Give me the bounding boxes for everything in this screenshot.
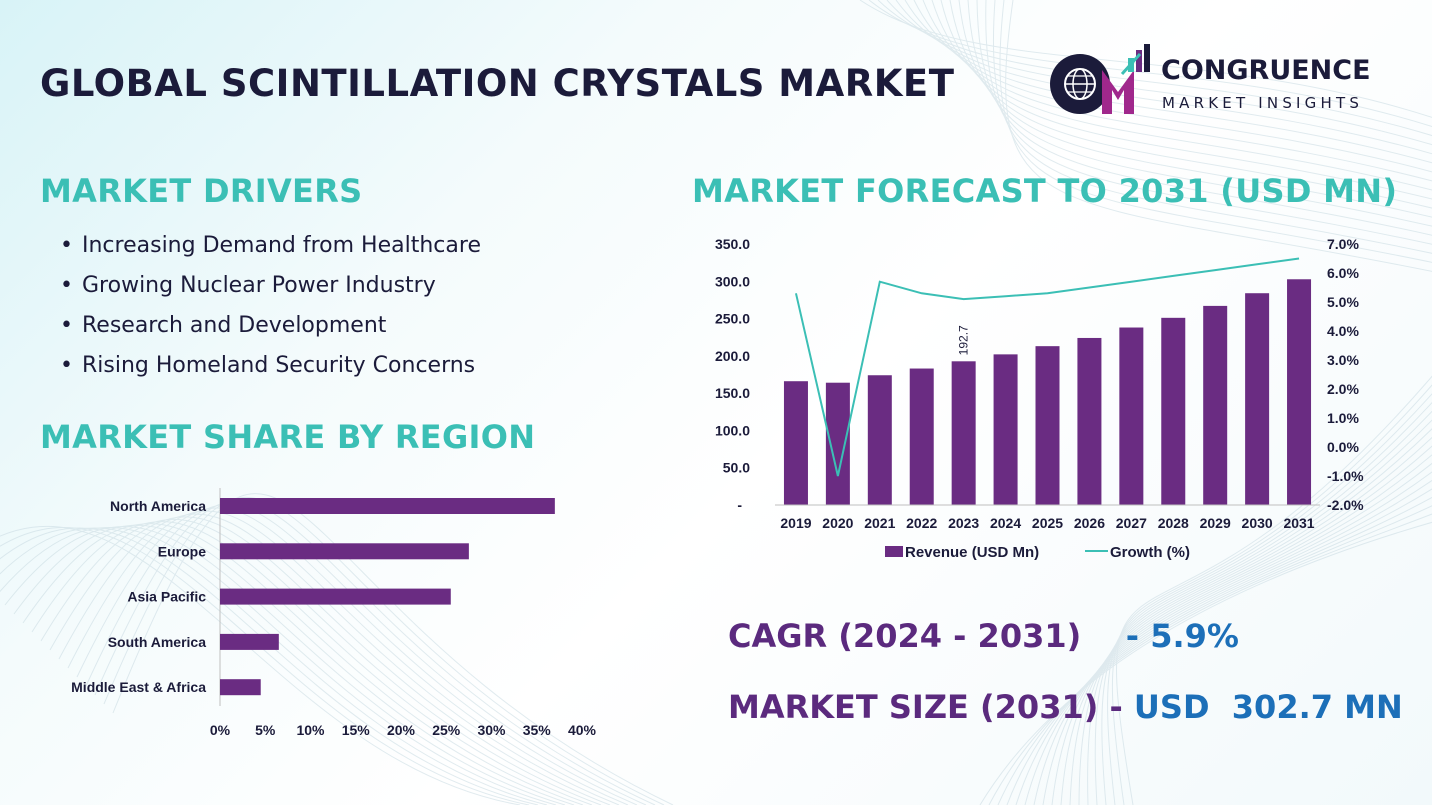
- forecast-left-tick-label: -: [737, 497, 742, 513]
- revenue-bar: [1119, 327, 1144, 505]
- region-share-heading: MARKET SHARE BY REGION: [40, 418, 536, 456]
- forecast-right-tick-label: 7.0%: [1327, 236, 1359, 252]
- revenue-bar: [1287, 279, 1312, 505]
- legend-growth-label: Growth (%): [1110, 544, 1190, 561]
- forecast-right-tick-label: 1.0%: [1327, 410, 1359, 426]
- region-bar: [220, 633, 279, 650]
- forecast-heading: MARKET FORECAST TO 2031 (USD MN): [692, 172, 1398, 210]
- forecast-left-tick-label: 300.0: [715, 273, 750, 289]
- revenue-bar: [1077, 337, 1102, 505]
- forecast-x-tick-label: 2029: [1200, 515, 1231, 531]
- region-bar: [220, 498, 555, 514]
- forecast-x-tick-label: 2020: [822, 515, 853, 531]
- forecast-x-tick-label: 2030: [1242, 515, 1273, 531]
- forecast-right-tick-label: 0.0%: [1327, 439, 1359, 455]
- region-x-tick-label: 25%: [432, 722, 461, 738]
- forecast-left-tick-label: 100.0: [715, 422, 750, 438]
- forecast-left-tick-label: 350.0: [715, 236, 750, 252]
- region-category-label: South America: [108, 634, 206, 650]
- region-x-tick-label: 10%: [296, 722, 325, 738]
- market-size-value: USD 302.7 MN: [1133, 688, 1403, 726]
- forecast-right-tick-label: 6.0%: [1327, 265, 1359, 281]
- revenue-bar: [993, 354, 1018, 505]
- growth-line: [794, 257, 1300, 477]
- cagr-value: 5.9%: [1150, 617, 1239, 655]
- forecast-left-tick-label: 250.0: [715, 311, 750, 327]
- forecast-left-tick-label: 150.0: [715, 385, 750, 401]
- revenue-bar: [1161, 317, 1186, 505]
- revenue-bar: [1035, 346, 1060, 505]
- cm-globe-bars-logo-icon: [1050, 44, 1150, 114]
- forecast-x-tick-label: 2024: [990, 515, 1021, 531]
- forecast-right-tick-label: -2.0%: [1327, 497, 1364, 513]
- legend-revenue-label: Revenue (USD Mn): [905, 544, 1039, 561]
- logo-word-congruence: CONGRUENCE: [1161, 55, 1371, 86]
- revenue-bar: [951, 361, 976, 505]
- region-x-tick-label: 40%: [568, 722, 597, 738]
- region-x-tick-label: 15%: [342, 722, 371, 738]
- forecast-x-tick-label: 2031: [1283, 515, 1314, 531]
- forecast-right-tick-label: 3.0%: [1327, 352, 1359, 368]
- region-x-tick-label: 0%: [210, 722, 231, 738]
- revenue-bar: [1245, 293, 1270, 505]
- region-x-tick-label: 5%: [255, 722, 276, 738]
- revenue-bar: [1203, 305, 1228, 505]
- forecast-left-tick-label: 50.0: [723, 460, 750, 476]
- forecast-x-tick-label: 2026: [1074, 515, 1105, 531]
- revenue-bar: [783, 381, 808, 505]
- market-drivers-list: Increasing Demand from Healthcare Growin…: [58, 228, 481, 388]
- region-bar: [220, 588, 451, 605]
- driver-item: Increasing Demand from Healthcare: [58, 228, 481, 268]
- forecast-left-tick-label: 200.0: [715, 348, 750, 364]
- page-title: GLOBAL SCINTILLATION CRYSTALS MARKET: [40, 62, 955, 105]
- cagr-label: CAGR (2024 - 2031): [728, 617, 1082, 655]
- driver-item: Research and Development: [58, 308, 481, 348]
- revenue-bar: [867, 375, 892, 505]
- region-bar: [220, 679, 261, 696]
- forecast-x-tick-label: 2028: [1158, 515, 1189, 531]
- forecast-right-tick-label: 4.0%: [1327, 323, 1359, 339]
- market-size-label: MARKET SIZE (2031): [728, 688, 1099, 726]
- forecast-x-tick-label: 2023: [948, 515, 979, 531]
- region-category-label: Asia Pacific: [127, 589, 206, 605]
- region-category-label: Europe: [158, 543, 206, 559]
- region-x-tick-label: 30%: [477, 722, 506, 738]
- forecast-x-tick-label: 2021: [864, 515, 895, 531]
- forecast-right-tick-label: 2.0%: [1327, 381, 1359, 397]
- driver-item: Growing Nuclear Power Industry: [58, 268, 481, 308]
- region-x-tick-label: 35%: [523, 722, 552, 738]
- region-share-chart: North America Europe Asia Pacific South Ame…: [71, 488, 597, 738]
- cagr-separator: -: [1125, 617, 1140, 655]
- revenue-bar: [909, 368, 934, 505]
- market-size-kpi: MARKET SIZE (2031) - USD 302.7 MN: [728, 688, 1403, 726]
- forecast-right-tick-label: 5.0%: [1327, 294, 1359, 310]
- forecast-chart: - 50.0 100.0 150.0 200.0 250.0 300.0 350.0 -2.0%…: [715, 236, 1364, 561]
- region-category-label: Middle East & Africa: [71, 679, 206, 695]
- forecast-x-tick-label: 2025: [1032, 515, 1063, 531]
- forecast-x-tick-label: 2022: [906, 515, 937, 531]
- logo-word-market-insights: MARKET INSIGHTS: [1162, 94, 1364, 112]
- forecast-x-tick-label: 2019: [780, 515, 811, 531]
- forecast-x-tick-label: 2027: [1116, 515, 1147, 531]
- market-drivers-heading: MARKET DRIVERS: [40, 172, 363, 210]
- legend-revenue-swatch: [885, 546, 903, 557]
- region-category-label: North America: [110, 498, 206, 514]
- forecast-right-tick-label: -1.0%: [1327, 468, 1364, 484]
- market-size-separator: -: [1109, 688, 1123, 726]
- brand-logo: CONGRUENCE MARKET INSIGHTS: [1044, 40, 1404, 120]
- cagr-kpi: CAGR (2024 - 2031) - 5.9%: [728, 617, 1239, 655]
- region-x-tick-label: 20%: [387, 722, 416, 738]
- driver-item: Rising Homeland Security Concerns: [58, 348, 481, 388]
- region-bar: [220, 543, 469, 560]
- revenue-data-label: 192.7: [957, 325, 971, 355]
